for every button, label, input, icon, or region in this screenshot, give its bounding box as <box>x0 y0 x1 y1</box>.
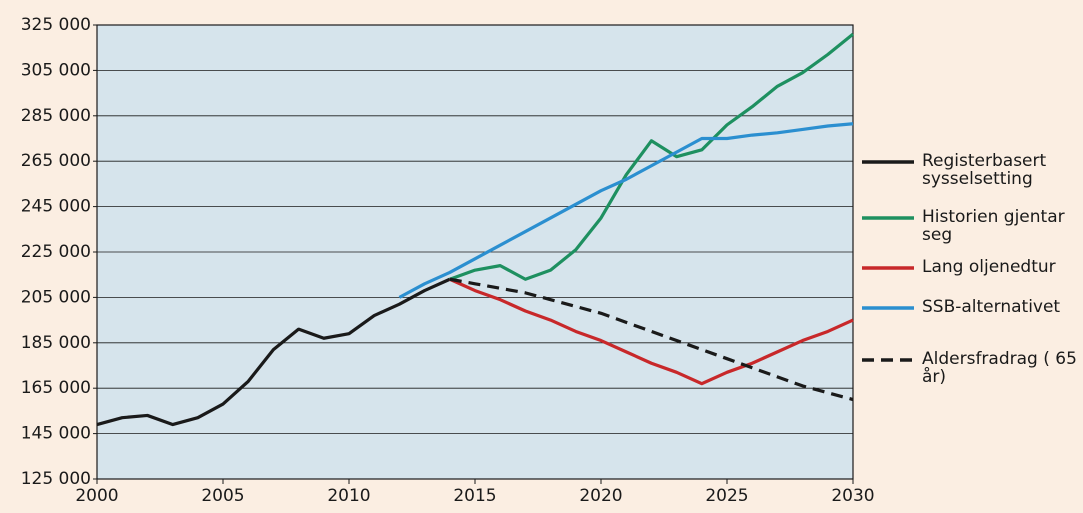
series-line <box>449 32 855 281</box>
x-tick-label: 2030 <box>831 486 874 506</box>
legend-label: SSB-alternativet <box>922 297 1061 317</box>
legend-label: Registerbasert sysselsetting <box>922 151 1047 189</box>
series-line <box>398 122 854 299</box>
y-tick-label: 305 000 <box>21 60 91 80</box>
series-line <box>449 277 854 402</box>
y-tick-label: 245 000 <box>21 197 91 217</box>
y-tick-label: 325 000 <box>21 15 91 35</box>
x-tick-label: 2025 <box>705 486 748 506</box>
x-tick-label: 2020 <box>579 486 622 506</box>
y-tick-label: 185 000 <box>21 333 91 353</box>
x-tick-label: 2015 <box>453 486 496 506</box>
x-tick-label: 2000 <box>75 486 118 506</box>
y-tick-label: 165 000 <box>21 378 91 398</box>
y-tick-label: 125 000 <box>21 469 91 489</box>
y-tick-label: 265 000 <box>21 151 91 171</box>
plot-border <box>96 24 854 480</box>
legend-label: Aldersfradrag ( 65 år) <box>922 349 1077 387</box>
y-tick-label: 205 000 <box>21 287 91 307</box>
x-tick-label: 2010 <box>327 486 370 506</box>
y-tick-label: 145 000 <box>21 424 91 444</box>
series-line <box>449 277 854 386</box>
legend-label: Lang oljenedtur <box>922 257 1056 277</box>
y-tick-label: 225 000 <box>21 242 91 262</box>
legend-label: Historien gjentar seg <box>922 207 1065 245</box>
series-line <box>96 277 451 427</box>
y-tick-label: 285 000 <box>21 106 91 126</box>
x-tick-label: 2005 <box>201 486 244 506</box>
